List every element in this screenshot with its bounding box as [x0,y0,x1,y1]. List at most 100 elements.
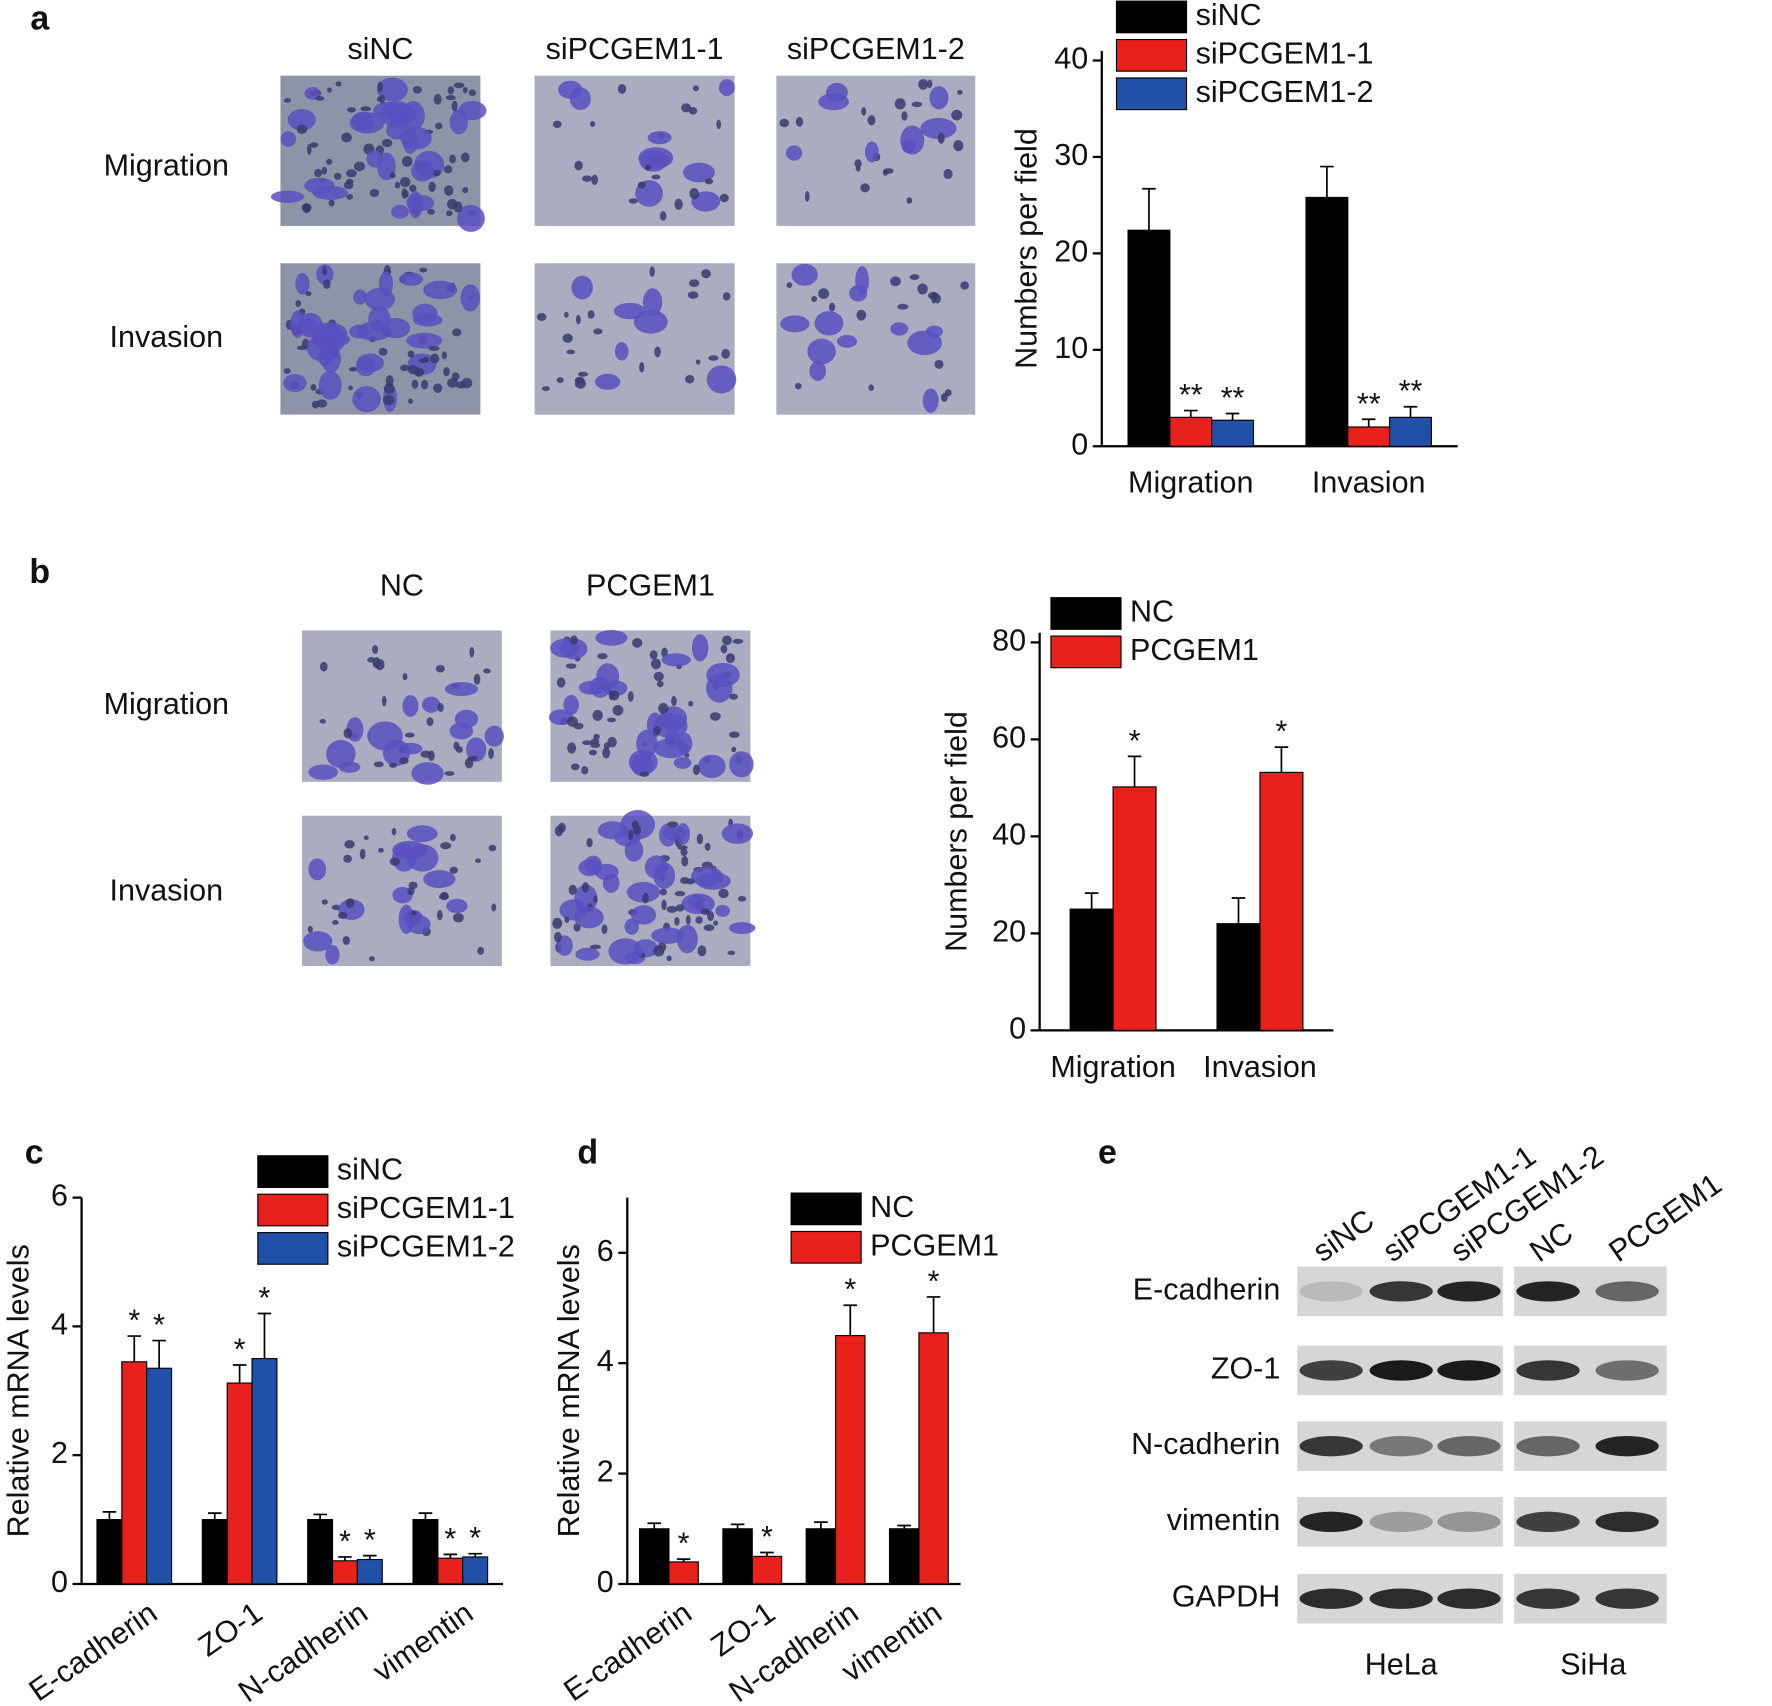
stained-cell [444,771,455,776]
blot-band [1369,1588,1433,1609]
bar [331,1560,358,1585]
stained-cell [719,193,729,203]
legend-label: NC [1130,595,1174,629]
stained-cell [653,738,690,759]
stained-cell [703,924,715,931]
legend-label: siPCGEM1-2 [1196,75,1374,109]
stained-cell [661,653,691,667]
legend-label: siPCGEM1-1 [1196,36,1374,70]
stained-cell [381,138,393,148]
stained-cell [589,944,602,950]
error-bar [1231,897,1246,924]
stained-cell [649,266,655,277]
error-bar [1361,418,1376,427]
stained-cell [315,96,325,101]
micrograph [776,263,976,415]
stained-cell [698,754,726,779]
bar [121,1361,148,1585]
stained-cell [399,177,411,188]
stained-cell [593,328,603,335]
stained-cell [613,302,646,320]
stained-cell [462,186,469,194]
y-tick-label: 6 [597,1234,614,1268]
stained-cell [628,198,638,204]
stained-cell [345,169,357,178]
stained-cell [807,338,836,365]
stained-cell [356,353,385,373]
error-bar [647,1522,662,1529]
stained-cell [704,178,714,185]
stained-cell [364,287,395,311]
blot-band [1516,1511,1580,1533]
x-tick-label: E-cadherin [558,1596,698,1706]
stained-cell [814,311,844,336]
stained-cell [644,855,668,879]
stained-cell [378,847,384,853]
stained-cell [385,375,394,387]
row-label: Migration [104,687,229,721]
stained-cell [421,696,441,713]
stained-cell [440,842,452,850]
stained-cell [721,823,754,844]
blot-band [1595,1360,1659,1381]
blot-band [1437,1588,1501,1609]
stained-cell [280,131,297,147]
stained-cell [381,695,387,707]
significance: * [259,1281,271,1315]
stained-cell [922,388,939,413]
stained-cell [597,653,608,660]
stained-cell [342,935,351,945]
bar [96,1519,123,1585]
panel-label: c [25,1134,44,1172]
stained-cell [659,211,667,221]
y-tick-label: 10 [1054,331,1088,365]
stained-cell [477,946,484,955]
stained-cell [617,84,627,94]
stained-cell [437,703,444,712]
y-axis-label: Relative mRNA levels [2,1244,36,1537]
significance: ** [1221,381,1245,415]
stained-cell [449,722,474,740]
stained-cell [692,764,700,776]
error-bar [468,1552,482,1557]
stained-cell [420,379,429,390]
stained-cell [591,174,598,186]
stained-cell [308,858,327,881]
stained-cell [399,272,424,286]
stained-cell [376,77,408,102]
y-tick-label: 20 [992,914,1026,948]
stained-cell [556,377,564,384]
stained-cell [674,198,683,210]
stained-cell [283,98,292,103]
stained-cell [700,908,710,915]
stained-cell [419,267,428,273]
stained-cell [283,374,307,393]
stained-cell [453,82,465,89]
stained-cell [345,178,354,185]
y-tick-label: 60 [992,720,1026,754]
stained-cell [453,741,460,750]
bar [1389,416,1432,447]
x-tick-label: ZO-1 [192,1596,268,1664]
bar [1169,416,1213,447]
stained-cell [612,705,624,716]
bar [1347,426,1391,447]
stained-cell [307,925,313,933]
stained-cell [701,269,711,279]
stained-cell [666,955,672,962]
error-bar [1183,409,1198,418]
significance: * [678,1527,690,1561]
stained-cell [722,635,732,646]
stained-cell [359,848,366,860]
bar [412,1519,439,1585]
stained-cell [593,895,598,904]
stained-cell [582,175,592,182]
stained-cell [554,931,562,943]
stained-cell [344,839,355,849]
blot-band [1437,1511,1501,1533]
stained-cell [321,899,328,905]
stained-cell [536,313,547,321]
stained-cell [688,279,700,287]
